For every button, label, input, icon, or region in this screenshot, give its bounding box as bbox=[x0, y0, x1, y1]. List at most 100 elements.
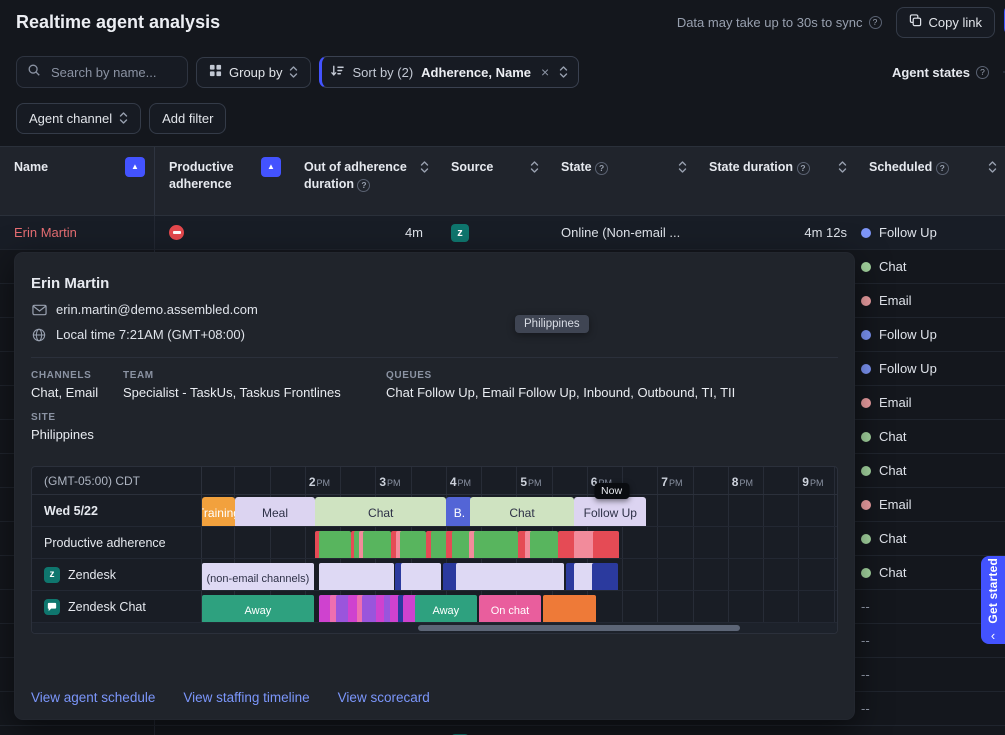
add-filter-button[interactable]: Add filter bbox=[149, 103, 226, 134]
timeline-row-productive-adherence: Productive adherence bbox=[32, 527, 837, 559]
scheduled-state-label: Email bbox=[879, 497, 912, 512]
filter-toolbar: Agent channel Add filter bbox=[0, 98, 1005, 138]
queues-value: Chat Follow Up, Email Follow Up, Inbound… bbox=[386, 385, 838, 400]
chevron-up-down-icon bbox=[289, 65, 298, 79]
sort-by-control[interactable]: Sort by (2) Adherence, Name × bbox=[319, 56, 579, 88]
column-header-name[interactable]: Name▲ bbox=[0, 147, 155, 215]
timeline-segment[interactable] bbox=[593, 531, 619, 558]
clear-sort-icon[interactable]: × bbox=[539, 64, 551, 80]
timeline-segment[interactable]: On chat bbox=[479, 595, 541, 622]
scheduled-state-dot bbox=[861, 568, 871, 578]
scheduled-state-label: Chat bbox=[879, 259, 906, 274]
channels-label: CHANNELS bbox=[31, 370, 123, 381]
sort-toggle-icon[interactable] bbox=[530, 160, 539, 179]
header-actions: Data may take up to 30s to sync ? Copy l… bbox=[677, 7, 995, 38]
timeline-segment[interactable] bbox=[456, 563, 564, 590]
email-icon bbox=[31, 304, 47, 316]
sort-ascending-indicator[interactable]: ▲ bbox=[261, 157, 281, 177]
column-header-state[interactable]: State ? bbox=[547, 147, 695, 215]
timeline-segment[interactable]: Away bbox=[415, 595, 477, 622]
site-field: SITE Philippines bbox=[31, 412, 838, 442]
scheduled-empty-value: -- bbox=[861, 633, 870, 648]
agent-name-link[interactable]: Erin Martin bbox=[14, 225, 77, 240]
copy-link-icon bbox=[909, 14, 922, 30]
get-started-tab[interactable]: Get started ‹ bbox=[981, 556, 1005, 644]
timeline-segment[interactable] bbox=[400, 531, 426, 558]
agent-channel-filter[interactable]: Agent channel bbox=[16, 103, 141, 134]
timeline-segment[interactable]: Follow Up bbox=[574, 497, 646, 526]
sort-toggle-icon[interactable] bbox=[988, 160, 997, 179]
timeline-segment[interactable]: Chat bbox=[315, 497, 446, 526]
timeline-segment[interactable] bbox=[543, 595, 596, 622]
sort-toggle-icon[interactable] bbox=[678, 160, 687, 179]
copy-link-button[interactable]: Copy link bbox=[896, 7, 995, 38]
scheduled-state-dot bbox=[861, 500, 871, 510]
primary-toolbar: Group by Sort by (2) Adherence, Name × A… bbox=[0, 52, 1005, 92]
timeline-segment[interactable] bbox=[474, 531, 518, 558]
popover-link-view-scorecard[interactable]: View scorecard bbox=[338, 690, 430, 705]
timeline-segment[interactable]: Meal bbox=[235, 497, 315, 526]
help-icon[interactable]: ? bbox=[976, 66, 989, 79]
timeline-segment[interactable] bbox=[592, 563, 618, 590]
scheduled-state-label: Chat bbox=[879, 565, 906, 580]
scheduled-empty-value: -- bbox=[861, 701, 870, 716]
scheduled-state-dot bbox=[861, 262, 871, 272]
search-input[interactable] bbox=[49, 64, 177, 81]
help-icon[interactable]: ? bbox=[936, 162, 949, 175]
help-icon[interactable]: ? bbox=[595, 162, 608, 175]
table-row[interactable]: Susanna SchubertzOnline (Non-email ...1h… bbox=[0, 726, 1005, 735]
group-by-button[interactable]: Group by bbox=[196, 57, 311, 88]
hour-label: 4PM bbox=[450, 473, 471, 491]
blocked-adherence-icon bbox=[169, 225, 184, 240]
help-icon[interactable]: ? bbox=[869, 16, 882, 29]
site-value: Philippines bbox=[31, 427, 838, 442]
timeline-segment[interactable]: Away bbox=[202, 595, 314, 622]
search-icon bbox=[27, 63, 41, 82]
scheduled-state-dot bbox=[861, 330, 871, 340]
column-header-scheduled[interactable]: Scheduled ? bbox=[855, 147, 1005, 215]
column-header-productive-adherence[interactable]: Productive adherence▲ bbox=[155, 147, 290, 215]
timeline-segment[interactable] bbox=[401, 563, 442, 590]
sort-toggle-icon[interactable] bbox=[838, 160, 847, 179]
search-box[interactable] bbox=[16, 56, 188, 88]
timeline-segment[interactable] bbox=[530, 531, 557, 558]
table-row[interactable]: Erin Martin4mzOnline (Non-email ...4m 12… bbox=[0, 216, 1005, 250]
sync-note: Data may take up to 30s to sync ? bbox=[677, 15, 882, 30]
popover-link-view-staffing-timeline[interactable]: View staffing timeline bbox=[183, 690, 309, 705]
sort-ascending-indicator[interactable]: ▲ bbox=[125, 157, 145, 177]
chevron-up-down-icon bbox=[119, 111, 128, 125]
scheduled-state-dot bbox=[861, 398, 871, 408]
timeline-segment[interactable]: Chat bbox=[470, 497, 574, 526]
timeline-timezone: (GMT-05:00) CDT bbox=[32, 467, 202, 494]
column-header-state-duration[interactable]: State duration ? bbox=[695, 147, 855, 215]
team-value: Specialist - TaskUs, Taskus Frontlines bbox=[123, 385, 386, 400]
sort-toggle-icon[interactable] bbox=[420, 160, 429, 179]
timeline-segment[interactable] bbox=[346, 563, 394, 590]
timeline-segment[interactable]: (non-email channels) bbox=[202, 563, 314, 590]
zendesk-chat-icon bbox=[44, 599, 60, 615]
popover-link-view-agent-schedule[interactable]: View agent schedule bbox=[31, 690, 155, 705]
chevron-up-down-icon[interactable] bbox=[559, 65, 568, 79]
realtime-agent-analysis-page: Realtime agent analysis Data may take up… bbox=[0, 0, 1005, 735]
help-icon[interactable]: ? bbox=[357, 179, 370, 192]
scheduled-state-dot bbox=[861, 534, 871, 544]
agent-states-label: Agent states ? bbox=[892, 65, 989, 80]
column-header-out-of-adherence-duration[interactable]: Out of adherence duration ? bbox=[290, 147, 437, 215]
agent-email: erin.martin@demo.assembled.com bbox=[56, 302, 258, 317]
help-icon[interactable]: ? bbox=[797, 162, 810, 175]
sort-icon bbox=[331, 64, 344, 80]
timeline-segment[interactable]: Training bbox=[202, 497, 235, 526]
page-title: Realtime agent analysis bbox=[16, 12, 220, 33]
timeline-scrollbar[interactable] bbox=[32, 623, 837, 633]
scheduled-state-label: Email bbox=[879, 293, 912, 308]
scrollbar-thumb[interactable] bbox=[418, 625, 740, 631]
timeline-segment[interactable] bbox=[319, 531, 350, 558]
column-header-source[interactable]: Source bbox=[437, 147, 547, 215]
agent-local-time: Local time 7:21AM (GMT+08:00) bbox=[56, 327, 245, 342]
timeline-row-label: Wed 5/22 bbox=[44, 504, 98, 518]
scheduled-state-dot bbox=[861, 364, 871, 374]
timeline-segment[interactable]: B. bbox=[446, 497, 472, 526]
site-label: SITE bbox=[31, 412, 838, 423]
scheduled-empty-value: -- bbox=[861, 667, 870, 682]
timeline-segment[interactable] bbox=[363, 531, 391, 558]
